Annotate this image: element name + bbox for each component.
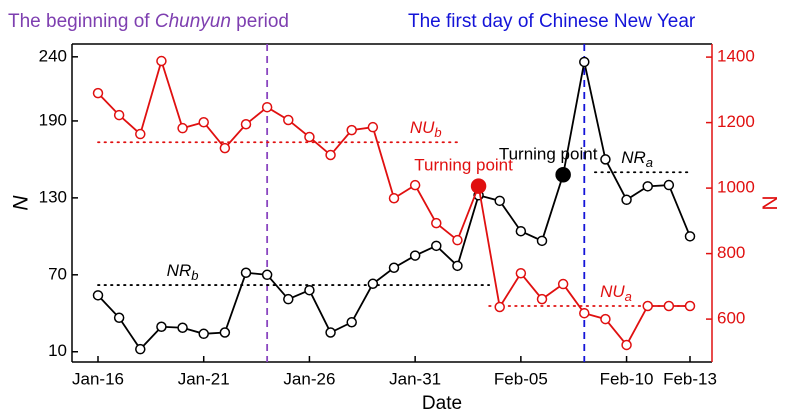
data-point (388, 193, 400, 204)
data-point (452, 260, 463, 272)
data-point (304, 131, 315, 143)
data-point (261, 101, 273, 113)
y2-tick-label: 1000 (717, 178, 755, 197)
data-point (515, 267, 527, 279)
data-point (557, 278, 569, 290)
x-tick-label: Jan-16 (72, 369, 124, 388)
title-part: period (231, 11, 289, 32)
data-point (621, 194, 632, 206)
data-point (240, 267, 252, 279)
data-point (684, 300, 696, 312)
data-point (283, 114, 294, 126)
y2-tick-label: 800 (717, 243, 745, 262)
data-point (156, 55, 167, 67)
y-tick-label: 10 (48, 341, 67, 360)
data-point (177, 122, 188, 134)
chart-title: The beginning of Chunyun period (8, 11, 289, 32)
ref-label: NUb (410, 119, 442, 141)
data-point (663, 300, 675, 312)
data-point (113, 312, 125, 324)
x-tick-label: Feb-05 (494, 369, 548, 388)
data-point (431, 217, 442, 229)
data-point (600, 154, 611, 165)
y-tick-label: 240 (39, 46, 67, 65)
data-point (494, 195, 505, 207)
data-point (555, 167, 571, 183)
x-tick-label: Jan-26 (283, 369, 335, 388)
data-point (579, 307, 590, 319)
data-point (536, 293, 548, 305)
data-point (409, 250, 421, 261)
data-point (684, 231, 696, 242)
ref-label-main: NR (621, 149, 646, 168)
y-tick-label: 190 (39, 110, 67, 129)
data-point (367, 121, 379, 133)
data-point (642, 181, 653, 192)
x-tick-label: Feb-10 (600, 369, 654, 388)
data-point (515, 225, 527, 237)
ref-label: NUa (600, 282, 632, 304)
data-point (325, 149, 336, 161)
data-point (92, 87, 104, 99)
ref-label-main: NR (167, 262, 192, 281)
data-point (135, 128, 146, 140)
data-point (536, 235, 548, 247)
data-point (470, 178, 487, 194)
data-point (177, 322, 188, 334)
ref-label: NRa (621, 149, 653, 171)
data-point (642, 300, 653, 312)
data-point (156, 321, 167, 332)
ref-label-main: NU (600, 282, 625, 301)
data-point (663, 179, 675, 191)
data-point (92, 290, 104, 301)
data-point (325, 327, 336, 338)
data-point (600, 313, 611, 325)
ref-label-sub: b (191, 269, 198, 284)
data-point (388, 262, 400, 274)
y2-tick-label: 1400 (717, 47, 755, 66)
data-point (367, 278, 379, 290)
title-part: Chunyun (155, 11, 231, 32)
ref-label: NRb (167, 262, 199, 284)
y-tick-label: 130 (39, 187, 67, 206)
y-axis-label: N (10, 195, 33, 211)
data-point (621, 339, 632, 351)
data-point (304, 284, 315, 296)
data-point (219, 142, 231, 154)
x-axis-label: Date (422, 393, 462, 414)
data-point (113, 109, 125, 121)
x-tick-label: Jan-31 (389, 369, 441, 388)
data-point (579, 56, 590, 68)
y-tick-label: 70 (48, 264, 67, 283)
data-point (261, 269, 273, 281)
annotation: Turning point (414, 156, 513, 175)
y2-tick-label: 1200 (717, 112, 755, 131)
title-part: The beginning of (8, 11, 155, 32)
data-point (346, 124, 357, 136)
x-tick-label: Jan-21 (178, 369, 230, 388)
ref-label-main: NU (410, 119, 435, 138)
data-point (283, 293, 294, 305)
x-tick-label: Feb-13 (663, 369, 717, 388)
data-point (240, 118, 252, 130)
data-point (135, 343, 146, 355)
data-point (346, 317, 357, 328)
ref-label-sub: a (646, 156, 653, 171)
ref-label-sub: a (625, 289, 632, 304)
annotation: Turning point (499, 144, 598, 163)
data-point (431, 240, 442, 252)
data-point (494, 301, 505, 313)
data-point (198, 117, 209, 128)
chart-title: The first day of Chinese New Year (408, 11, 696, 32)
data-point (452, 234, 463, 246)
data-point (219, 327, 231, 338)
data-point (409, 179, 421, 191)
data-point (198, 328, 209, 340)
ref-label-sub: b (434, 126, 441, 141)
y2-tick-label: 600 (717, 309, 745, 328)
title-part: The first day of Chinese New Year (408, 11, 696, 32)
y2-axis-label: N (757, 195, 780, 210)
